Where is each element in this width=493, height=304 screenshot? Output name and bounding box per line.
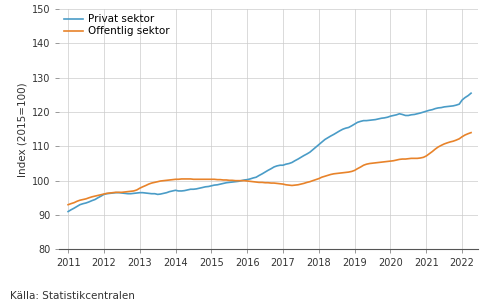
Offentlig sektor [396, 157, 402, 161]
Privat sektor [393, 113, 399, 117]
Legend: Privat sektor, Offentlig sektor: Privat sektor, Offentlig sektor [62, 12, 172, 39]
Privat sektor [468, 92, 474, 95]
Privat sektor [444, 105, 450, 109]
Offentlig sektor [390, 159, 396, 163]
Line: Offentlig sektor: Offentlig sektor [68, 133, 471, 205]
Offentlig sektor [444, 141, 450, 145]
Privat sektor [220, 181, 226, 185]
Offentlig sektor [65, 203, 71, 206]
Privat sektor [396, 112, 402, 116]
Offentlig sektor [468, 131, 474, 134]
Offentlig sektor [220, 178, 226, 182]
Text: Källa: Statistikcentralen: Källa: Statistikcentralen [10, 291, 135, 301]
Y-axis label: Index (2015=100): Index (2015=100) [17, 82, 28, 177]
Offentlig sektor [113, 191, 119, 194]
Privat sektor [390, 114, 396, 117]
Privat sektor [65, 210, 71, 213]
Privat sektor [113, 191, 119, 195]
Offentlig sektor [393, 158, 399, 162]
Line: Privat sektor: Privat sektor [68, 93, 471, 212]
